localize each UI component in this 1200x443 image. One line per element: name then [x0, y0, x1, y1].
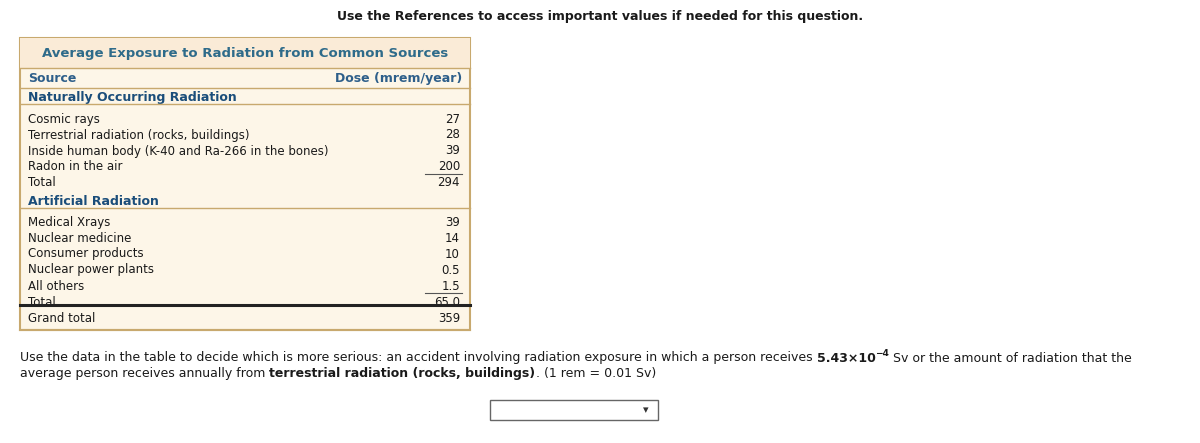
Text: Medical Xrays: Medical Xrays — [28, 215, 110, 229]
Text: 5.43×10: 5.43×10 — [817, 351, 876, 365]
Text: 65.0: 65.0 — [434, 295, 460, 308]
Text: Source: Source — [28, 71, 77, 85]
Text: Terrestrial radiation (rocks, buildings): Terrestrial radiation (rocks, buildings) — [28, 128, 250, 141]
Text: Inside human body (K-40 and Ra-266 in the bones): Inside human body (K-40 and Ra-266 in th… — [28, 144, 329, 158]
Bar — [20, 38, 470, 330]
Text: Cosmic rays: Cosmic rays — [28, 113, 100, 125]
Text: Total: Total — [28, 295, 55, 308]
Text: Use the data in the table to decide which is more serious: an accident involving: Use the data in the table to decide whic… — [20, 351, 817, 365]
Text: 39: 39 — [445, 215, 460, 229]
Text: Use the References to access important values if needed for this question.: Use the References to access important v… — [337, 10, 863, 23]
Text: 200: 200 — [438, 160, 460, 174]
Text: 10: 10 — [445, 248, 460, 260]
Text: Total: Total — [28, 176, 55, 190]
Text: Artificial Radiation: Artificial Radiation — [28, 194, 158, 207]
Text: 14: 14 — [445, 232, 460, 245]
Text: Radon in the air: Radon in the air — [28, 160, 122, 174]
Text: 39: 39 — [445, 144, 460, 158]
Text: Grand total: Grand total — [28, 311, 95, 325]
Text: 28: 28 — [445, 128, 460, 141]
Text: terrestrial radiation (rocks, buildings): terrestrial radiation (rocks, buildings) — [269, 368, 535, 381]
Text: Dose (mrem/year): Dose (mrem/year) — [335, 71, 462, 85]
Text: Nuclear medicine: Nuclear medicine — [28, 232, 131, 245]
Text: 294: 294 — [438, 176, 460, 190]
Text: 27: 27 — [445, 113, 460, 125]
Text: Consumer products: Consumer products — [28, 248, 144, 260]
Bar — [20, 38, 470, 68]
Text: ▾: ▾ — [643, 405, 649, 415]
Text: 0.5: 0.5 — [442, 264, 460, 276]
Text: 359: 359 — [438, 311, 460, 325]
Text: 1.5: 1.5 — [442, 280, 460, 292]
Text: Sv or the amount of radiation that the: Sv or the amount of radiation that the — [889, 351, 1132, 365]
Bar — [490, 400, 658, 420]
Text: . (1 rem = 0.01 Sv): . (1 rem = 0.01 Sv) — [535, 368, 655, 381]
Text: Naturally Occurring Radiation: Naturally Occurring Radiation — [28, 90, 236, 104]
Text: average person receives annually from: average person receives annually from — [20, 368, 269, 381]
Text: Nuclear power plants: Nuclear power plants — [28, 264, 154, 276]
Text: Average Exposure to Radiation from Common Sources: Average Exposure to Radiation from Commo… — [42, 47, 448, 59]
Text: −4: −4 — [876, 349, 889, 358]
Text: All others: All others — [28, 280, 84, 292]
